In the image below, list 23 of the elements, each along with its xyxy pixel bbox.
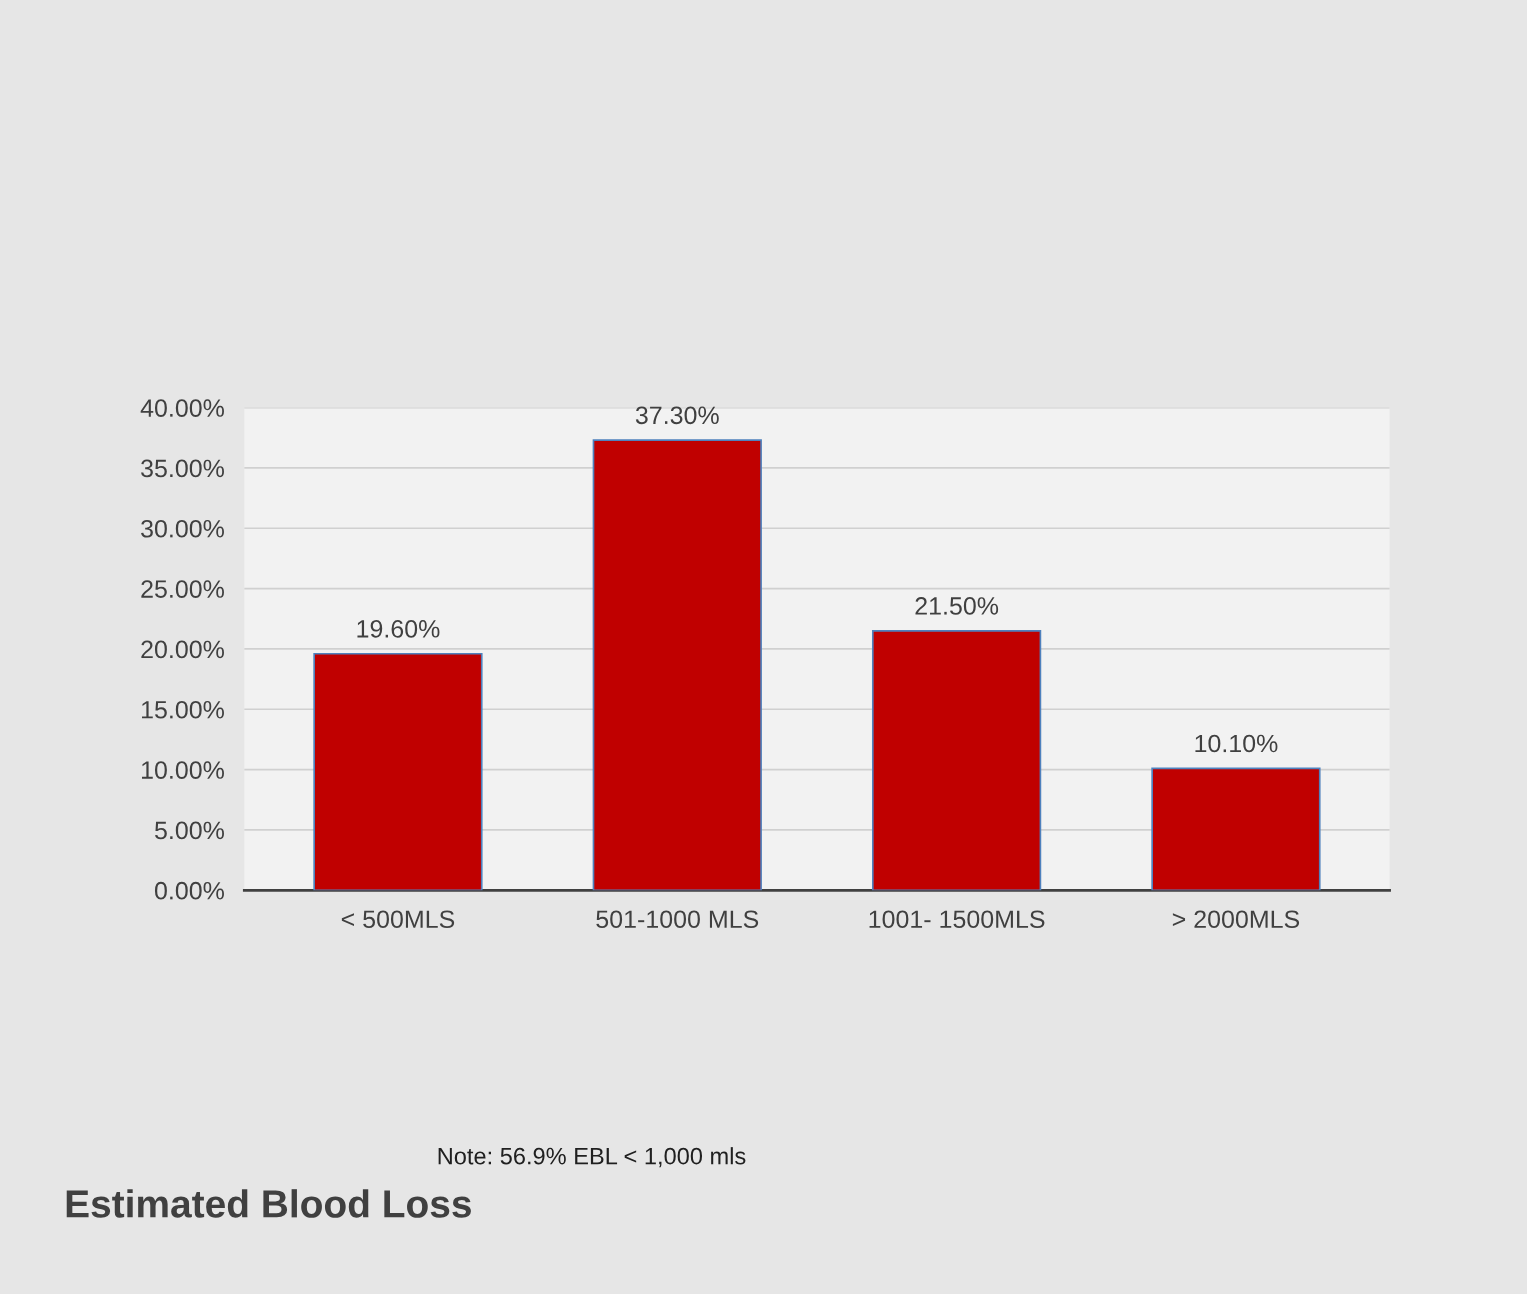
y-tick-label: 30.00%: [141, 519, 224, 538]
y-tick-label: 20.00%: [141, 640, 224, 659]
bar: [871, 630, 1042, 891]
x-tick-label: 501-1000 MLS: [596, 910, 759, 929]
y-tick-label: 0.00%: [154, 881, 224, 900]
y-tick-label: 40.00%: [140, 399, 224, 417]
text: Estimated Blood Loss: [66, 1189, 471, 1218]
y-tick-label: 5.00%: [154, 821, 224, 840]
y-tick-label: 15.00%: [142, 700, 224, 719]
x-tick-label: 1001- 1500MLS: [869, 910, 1045, 929]
x-tick-label: < 500MLS: [341, 910, 455, 929]
y-tick-label: 10.00%: [142, 761, 224, 779]
data-label: 19.60%: [357, 620, 440, 638]
y-tick-label: 25.00%: [141, 580, 224, 598]
data-label: 21.50%: [915, 597, 999, 615]
data-label: 37.30%: [635, 406, 719, 425]
bar: [313, 652, 483, 891]
x-tick-label: > 2000MLS: [1172, 910, 1300, 929]
text: Note: 56.9% EBL < 1,000 mls: [438, 1147, 746, 1168]
bar: [592, 439, 762, 891]
y-tick-label: 35.00%: [141, 459, 224, 478]
bar: [1151, 767, 1321, 891]
data-label: 10.10%: [1195, 734, 1278, 753]
